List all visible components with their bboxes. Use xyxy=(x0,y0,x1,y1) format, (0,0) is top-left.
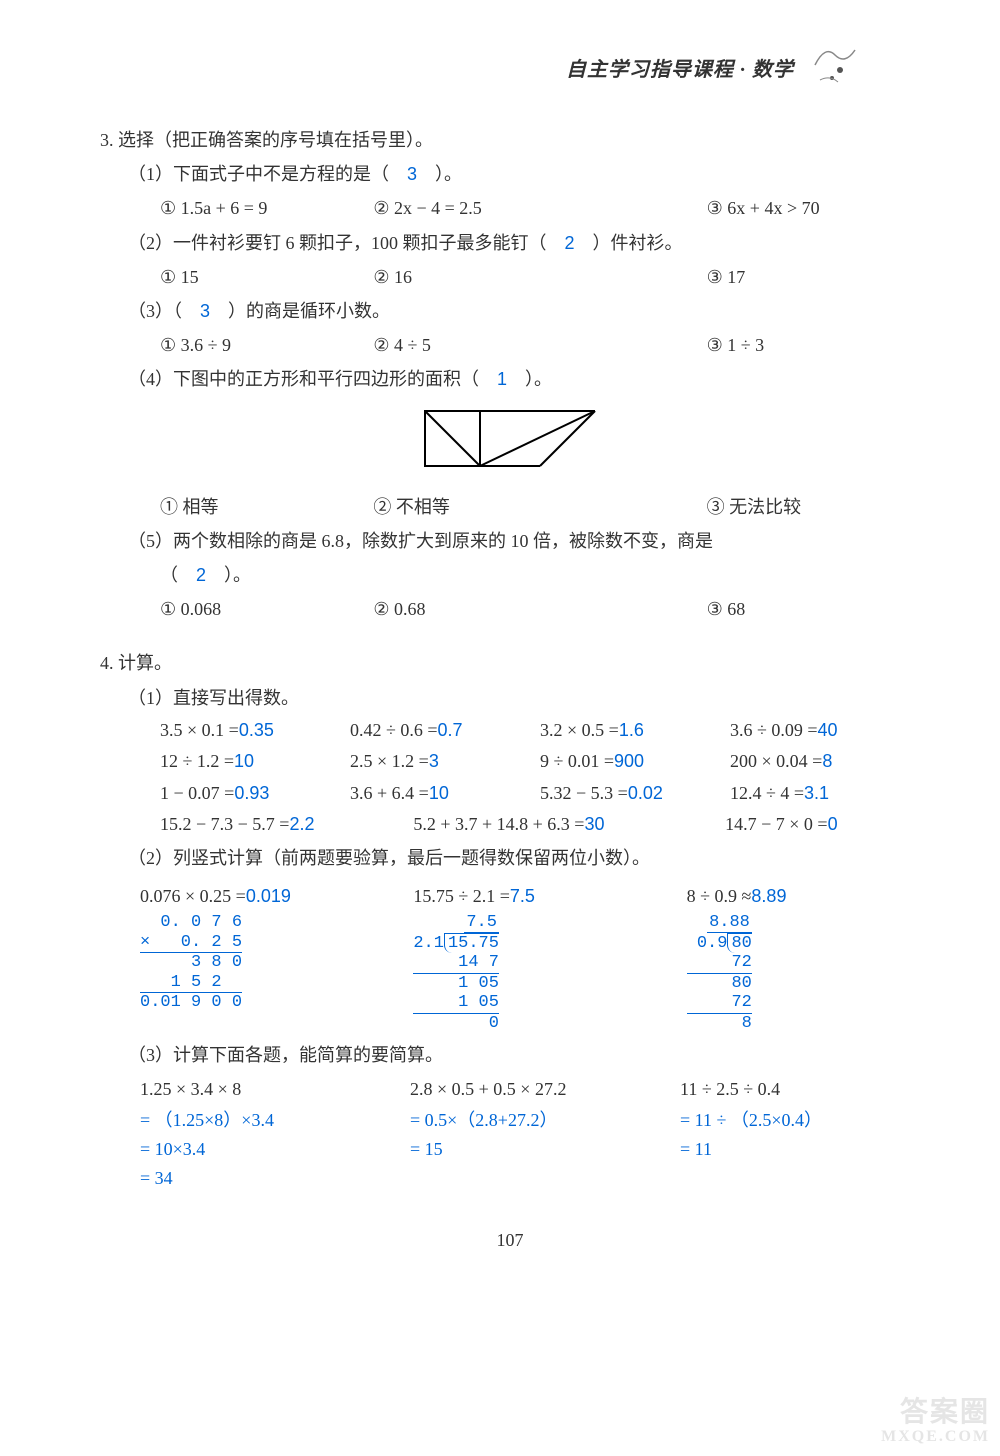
q4-3-c1: 1.25 × 3.4 × 8 = （1.25×8）×3.4 = 10×3.4 =… xyxy=(140,1072,380,1193)
q4-stem: 4. 计算。 xyxy=(100,646,920,680)
q3-3: （3）（ 3 ）的商是循环小数。 xyxy=(128,294,920,328)
q4-1-row2: 12 ÷ 1.2 =10 2.5 × 1.2 =3 9 ÷ 0.01 =900 … xyxy=(160,746,920,778)
q3-4-opt-c: ③ 无法比较 xyxy=(587,490,920,524)
q4-2-row: 0.076 × 0.25 =0.019 0. 0 7 6 × 0. 2 5 3 … xyxy=(140,879,920,1038)
q3-3-opt-a: ① 3.6 ÷ 9 xyxy=(160,328,373,362)
q4-1-grid: 3.5 × 0.1 =0.35 0.42 ÷ 0.6 =0.7 3.2 × 0.… xyxy=(160,715,920,841)
q3-4: （4）下图中的正方形和平行四边形的面积（ 1 ）。 xyxy=(128,362,920,396)
q3-5-opt-c: ③ 68 xyxy=(587,592,920,626)
q3-5-options: ① 0.068 ② 0.68 ③ 68 xyxy=(160,592,920,626)
q3-3-opt-c: ③ 1 ÷ 3 xyxy=(587,328,920,362)
q3-1-opt-a: ① 1.5a + 6 = 9 xyxy=(160,191,373,225)
q3-stem: 3. 选择（把正确答案的序号填在括号里）。 xyxy=(100,123,920,157)
q4-2-c3: 8 ÷ 0.9 ≈8.89 8.88 0.980 72 80 72 8 xyxy=(687,879,920,1038)
question-3: 3. 选择（把正确答案的序号填在括号里）。 （1）下面式子中不是方程的是（ 3 … xyxy=(100,123,920,626)
q4-1-row1: 3.5 × 0.1 =0.35 0.42 ÷ 0.6 =0.7 3.2 × 0.… xyxy=(160,715,920,747)
page-number: 107 xyxy=(100,1223,920,1257)
q3-3-options: ① 3.6 ÷ 9 ② 4 ÷ 5 ③ 1 ÷ 3 xyxy=(160,328,920,362)
q3-5-opt-a: ① 0.068 xyxy=(160,592,373,626)
q4-3-c3: 11 ÷ 2.5 ÷ 0.4 = 11 ÷ （2.5×0.4） = 11 xyxy=(680,1072,920,1164)
q3-1-options: ① 1.5a + 6 = 9 ② 2x − 4 = 2.5 ③ 6x + 4x … xyxy=(160,191,920,225)
q3-1: （1）下面式子中不是方程的是（ 3 ）。 xyxy=(128,157,920,191)
q3-3-answer: 3 xyxy=(200,301,210,321)
question-4: 4. 计算。 （1）直接写出得数。 3.5 × 0.1 =0.35 0.42 ÷… xyxy=(100,646,920,1192)
q3-4-options: ① 相等 ② 不相等 ③ 无法比较 xyxy=(160,490,920,524)
q4-1-row4: 15.2 − 7.3 − 5.7 =2.2 5.2 + 3.7 + 14.8 +… xyxy=(160,809,920,841)
q3-5-answer: 2 xyxy=(196,565,206,585)
header-title: 自主学习指导课程 · 数学 xyxy=(566,59,794,81)
q3-2-opt-b: ② 16 xyxy=(373,260,586,294)
q4-2-c2: 15.75 ÷ 2.1 =7.5 7.5 2.115.75 14 7 1 05 … xyxy=(413,879,646,1038)
q3-1-opt-b: ② 2x − 4 = 2.5 xyxy=(373,191,586,225)
q3-2-options: ① 15 ② 16 ③ 17 xyxy=(160,260,920,294)
q4-3-c2: 2.8 × 0.5 + 0.5 × 27.2 = 0.5×（2.8+27.2） … xyxy=(410,1072,650,1164)
q4-2-c3-work: 8.88 0.980 72 80 72 8 xyxy=(687,913,752,1033)
watermark: 答案圈 MXQE.COM xyxy=(881,1398,990,1446)
q4-2-c2-work: 7.5 2.115.75 14 7 1 05 1 05 0 xyxy=(413,913,499,1033)
header-deco-icon xyxy=(810,40,860,103)
q3-4-diagram xyxy=(100,401,920,482)
q3-5-line2: （ 2 ）。 xyxy=(160,558,920,592)
page-header: 自主学习指导课程 · 数学 xyxy=(100,40,920,103)
q3-4-answer: 1 xyxy=(497,369,507,389)
q4-3-row: 1.25 × 3.4 × 8 = （1.25×8）×3.4 = 10×3.4 =… xyxy=(140,1072,920,1193)
q3-4-opt-a: ① 相等 xyxy=(160,490,373,524)
q3-2-opt-c: ③ 17 xyxy=(587,260,920,294)
q4-2-c1: 0.076 × 0.25 =0.019 0. 0 7 6 × 0. 2 5 3 … xyxy=(140,879,373,1018)
q3-2-opt-a: ① 15 xyxy=(160,260,373,294)
q4-3-title: （3）计算下面各题，能简算的要简算。 xyxy=(128,1038,920,1072)
q3-3-opt-b: ② 4 ÷ 5 xyxy=(373,328,586,362)
q3-2: （2）一件衬衫要钉 6 颗扣子，100 颗扣子最多能钉（ 2 ）件衬衫。 xyxy=(128,226,920,260)
q4-2-c1-work: 0. 0 7 6 × 0. 2 5 3 8 0 1 5 2 0.01 9 0 0 xyxy=(140,913,242,1013)
q3-1-opt-c: ③ 6x + 4x > 70 xyxy=(587,191,920,225)
q4-1-row3: 1 − 0.07 =0.93 3.6 + 6.4 =10 5.32 − 5.3 … xyxy=(160,778,920,810)
q4-2-title: （2）列竖式计算（前两题要验算，最后一题得数保留两位小数）。 xyxy=(128,841,920,875)
q3-4-opt-b: ② 不相等 xyxy=(373,490,586,524)
q3-1-answer: 3 xyxy=(407,164,417,184)
q4-1-title: （1）直接写出得数。 xyxy=(128,681,920,715)
q3-5: （5）两个数相除的商是 6.8，除数扩大到原来的 10 倍，被除数不变，商是 xyxy=(128,524,920,558)
q3-5-opt-b: ② 0.68 xyxy=(373,592,586,626)
q3-2-answer: 2 xyxy=(565,233,575,253)
